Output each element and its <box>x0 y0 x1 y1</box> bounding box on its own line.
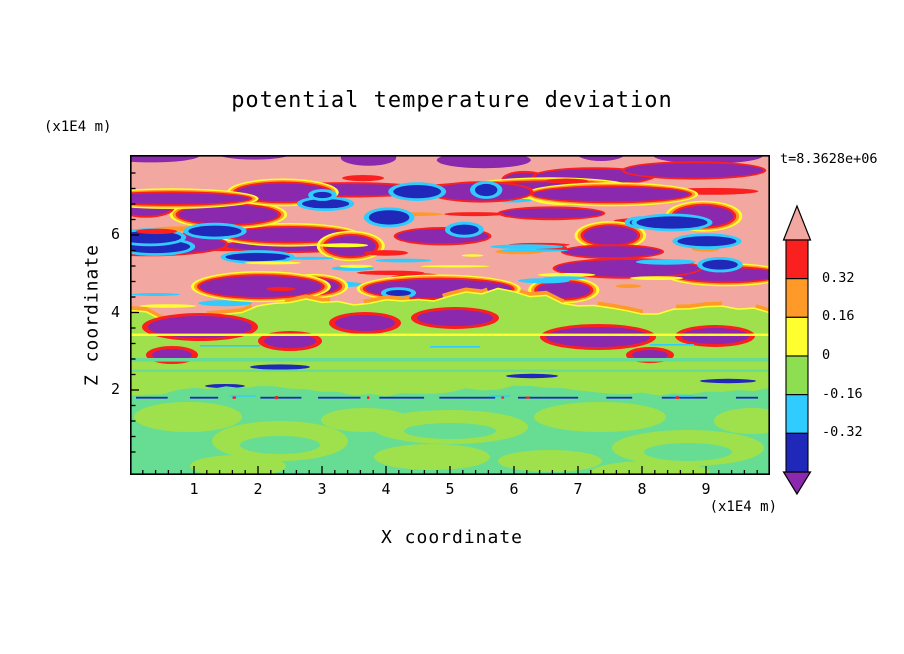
colorbar-tick-label: 0.32 <box>822 269 855 286</box>
x-tick-label: 8 <box>637 480 647 498</box>
heatmap-field-svg <box>130 155 770 475</box>
y-axis-unit-label: (x1E4 m) <box>44 119 112 135</box>
colorbar-tick-label: -0.16 <box>822 385 863 402</box>
time-annotation: t=8.3628e+06 <box>780 151 878 167</box>
colorbar-tick-label: 0.16 <box>822 308 855 325</box>
colorbar-graphic <box>782 204 812 496</box>
x-tick-label: 9 <box>701 480 711 498</box>
chart-title: potential temperature deviation <box>231 88 673 113</box>
x-tick-label: 2 <box>253 480 263 498</box>
x-tick-label: 3 <box>317 480 327 498</box>
colorbar-tick-label: -0.32 <box>822 424 863 441</box>
x-axis-title: X coordinate <box>380 527 524 548</box>
x-tick-label: 1 <box>189 480 199 498</box>
x-tick-label: 6 <box>509 480 519 498</box>
colorbar: 0.32 0.16 0 -0.16 -0.32 <box>778 200 904 500</box>
x-tick-label: 4 <box>381 480 391 498</box>
x-tick-label: 5 <box>445 480 455 498</box>
heatmap-plot-area <box>130 155 770 475</box>
x-axis-unit-label: (x1E4 m) <box>709 499 777 515</box>
y-axis-title: Z coordinate <box>81 243 103 387</box>
x-tick-label: 7 <box>573 480 583 498</box>
y-tick-label: 6 <box>110 225 120 243</box>
colorbar-tick-label: 0 <box>822 347 831 363</box>
